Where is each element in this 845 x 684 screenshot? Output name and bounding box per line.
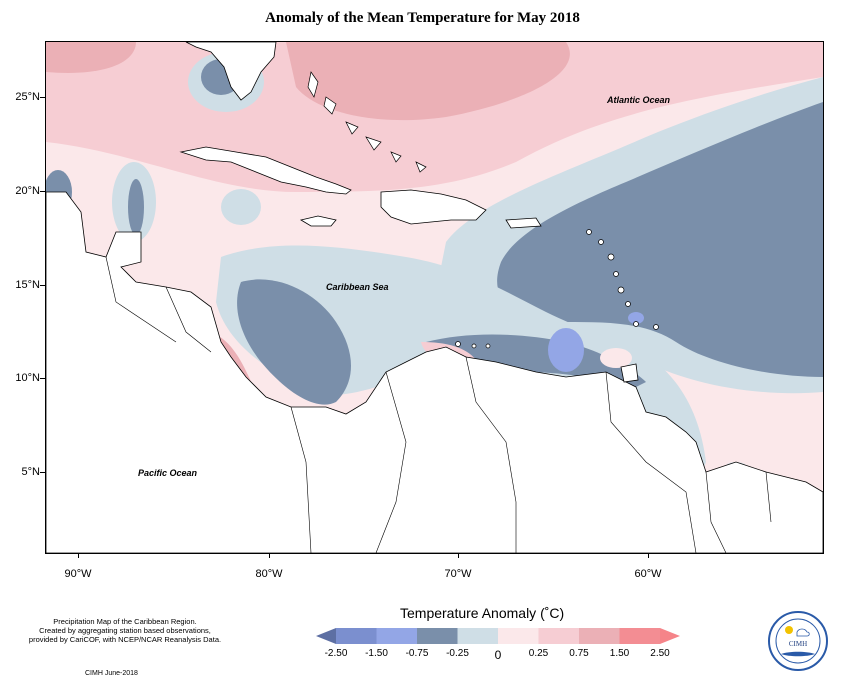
legend-tick-label: 1.50 <box>609 648 630 659</box>
legend-tick-label: 2.50 <box>650 648 670 659</box>
legend-tick-label: -0.75 <box>405 648 429 659</box>
anomaly-zone-cooler-yucatan <box>128 179 144 235</box>
anomaly-spot-cool-gulf <box>221 189 261 225</box>
anomaly-zone-cooler-sw-caribbean <box>237 279 351 405</box>
map-description: Precipitation Map of the Caribbean Regio… <box>10 617 240 644</box>
legend-tick-label: -0.25 <box>446 648 469 659</box>
legend-bin-4 <box>457 628 498 644</box>
land-trinidad <box>620 363 639 383</box>
legend-tick-label: -1.50 <box>365 648 388 659</box>
cimh-logo: CIMH <box>768 611 828 671</box>
latitude-label-10n: 10°N <box>15 372 40 384</box>
anomaly-spot-cool-venezuela <box>548 328 584 372</box>
label-caribbean-sea: Caribbean Sea <box>326 282 389 292</box>
anomaly-zone-warm-northwest <box>46 42 136 73</box>
legend-bin-3 <box>417 628 458 644</box>
longitude-label-70w: 70°W <box>444 568 472 580</box>
land-lesser-antilles <box>586 229 659 330</box>
label-pacific-ocean: Pacific Ocean <box>138 468 198 478</box>
legend-tick-label: -2.50 <box>324 648 348 659</box>
anomaly-zone-warmer-north <box>286 42 570 121</box>
land-bahamas <box>307 71 427 173</box>
legend-bin-6 <box>538 628 579 644</box>
anomaly-map-canvas <box>46 42 823 553</box>
legend-bin-7 <box>579 628 620 644</box>
legend-bin-8 <box>619 628 660 644</box>
land-florida <box>185 42 277 101</box>
logo-text: CIMH <box>789 640 807 648</box>
sun-icon <box>785 626 793 634</box>
legend-bin-9 <box>660 628 680 644</box>
latitude-label-15n: 15°N <box>15 279 40 291</box>
legend-tick-label: 0.25 <box>528 648 549 659</box>
anomaly-zone-cool-caribbean <box>216 245 706 492</box>
land-abc-islands <box>455 341 491 349</box>
legend-colorbar <box>316 628 680 644</box>
label-atlantic-ocean: Atlantic Ocean <box>607 95 671 105</box>
latitude-label-5n: 5°N <box>21 466 40 478</box>
anomaly-spot-neutral-trinidad <box>600 348 632 368</box>
land-hispaniola <box>380 189 487 225</box>
longitude-label-90w: 90°W <box>64 568 92 580</box>
map-credit: CIMH June-2018 <box>85 670 138 677</box>
legend-bin-5 <box>498 628 539 644</box>
legend-bin-2 <box>376 628 417 644</box>
legend-bin-1 <box>336 628 377 644</box>
legend-title: Temperature Anomaly (˚C) <box>400 605 565 621</box>
map-description-text: Precipitation Map of the Caribbean Regio… <box>28 617 222 644</box>
anomaly-zone-cooler-atlantic <box>497 102 823 377</box>
anomaly-map <box>45 41 824 554</box>
wave-icon <box>781 651 815 657</box>
legend-bin-0 <box>316 628 336 644</box>
longitude-label-60w: 60°W <box>634 568 662 580</box>
latitude-label-25n: 25°N <box>15 91 40 103</box>
legend-tick-label: 0.75 <box>569 648 589 659</box>
latitude-label-20n: 20°N <box>15 185 40 197</box>
cloud-icon <box>796 628 810 637</box>
legend-tick-label: 0 <box>494 648 502 662</box>
longitude-label-80w: 80°W <box>255 568 283 580</box>
land-cuba <box>179 146 352 195</box>
land-puerto-rico <box>505 217 542 229</box>
land-jamaica <box>299 215 337 227</box>
anomaly-spot-cool-windward <box>628 312 644 324</box>
country-borders <box>105 256 772 553</box>
map-title: Anomaly of the Mean Temperature for May … <box>265 10 580 26</box>
legend-tick-labels: -2.50 -1.50 -0.75 -0.25 0 0.25 0.75 1.50 2.50 <box>316 648 680 662</box>
